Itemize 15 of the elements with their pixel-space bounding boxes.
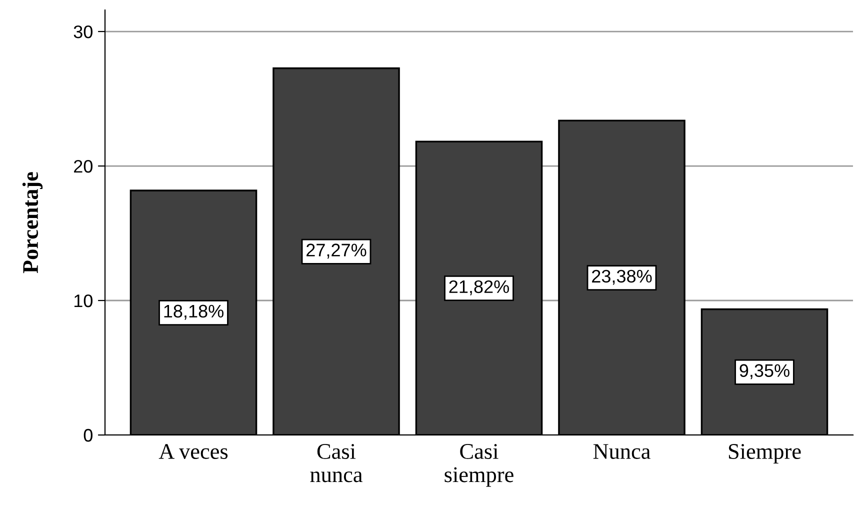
data-label: 18,18% xyxy=(164,304,224,320)
data-label: 21,82% xyxy=(449,280,509,296)
data-label: 27,27% xyxy=(306,244,366,259)
x-tick-label: Casi nunca xyxy=(310,444,362,482)
y-axis-title: Porcentaje xyxy=(22,172,43,274)
data-label: 23,38% xyxy=(592,270,652,285)
x-tick-label: Casi siempre xyxy=(444,444,514,487)
y-tick-label: 30 xyxy=(74,25,92,38)
data-label: 9,35% xyxy=(740,364,790,380)
y-tick-label: 0 xyxy=(84,428,92,442)
x-tick-label: A veces xyxy=(158,444,228,459)
y-tick-label: 20 xyxy=(74,160,92,173)
x-tick-label: Nunca xyxy=(593,444,650,459)
y-tick-label: 10 xyxy=(74,294,92,308)
x-tick-label: Siempre xyxy=(728,444,801,464)
